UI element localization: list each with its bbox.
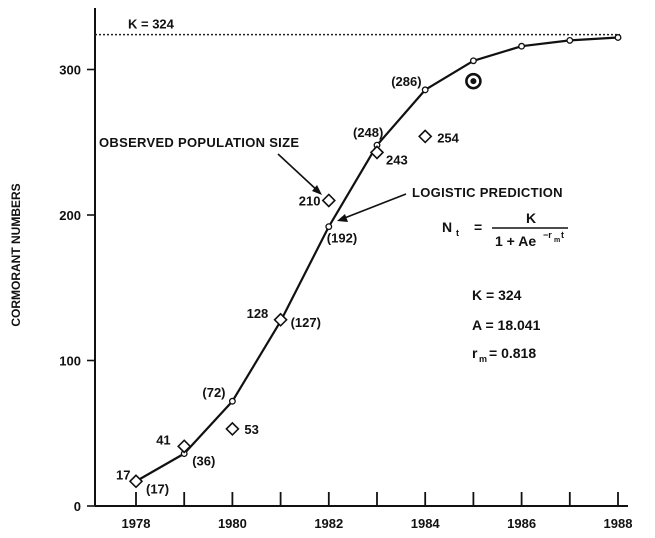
observed-point-label: 128 (247, 306, 269, 321)
observed-point (369, 145, 385, 160)
logistic-point (228, 397, 236, 405)
logistic-point (518, 42, 526, 50)
x-tick-label: 1988 (604, 516, 633, 531)
logistic-curve (135, 36, 619, 483)
equation-lhs-subscript: t (456, 228, 459, 238)
y-tick-label: 100 (59, 354, 81, 369)
parameter-r-value: = 0.818 (489, 345, 536, 361)
extra-observed-marker (465, 72, 482, 90)
logistic-annotation-arrow-line (341, 193, 407, 220)
point-labels: (17) (36) (72) (127) (192) (248) (286) 17 41 53 12… (116, 74, 460, 496)
equation-denominator: 1 + Ae (495, 233, 536, 249)
x-axis-ticks: 1978 1980 1982 1984 1986 1988 (122, 492, 633, 531)
observed-point-label: 53 (244, 422, 258, 437)
observed-point-label: 254 (437, 130, 459, 145)
logistic-point-label: (192) (327, 231, 357, 246)
logistic-annotation-label: LOGISTIC PREDICTION (412, 185, 563, 200)
y-axis-label: CORMORANT NUMBERS (9, 183, 23, 326)
parameter-r-subscript: m (479, 354, 487, 364)
observed-point-label: 41 (156, 432, 170, 447)
x-tick-label: 1982 (314, 516, 343, 531)
equation-lhs: N (442, 219, 452, 235)
observed-point-label: 243 (386, 152, 408, 167)
observed-point-label: 210 (299, 193, 321, 208)
logistic-series (132, 34, 622, 485)
parameter-r-label: r (472, 345, 478, 361)
parameter-a: A = 18.041 (472, 317, 541, 333)
observed-point (321, 193, 336, 208)
observed-point (273, 312, 288, 327)
y-tick-label: 0 (74, 499, 81, 514)
logistic-annotation-arrowhead (337, 214, 348, 222)
logistic-point (614, 34, 622, 41)
x-tick-label: 1984 (411, 516, 441, 531)
x-tick-label: 1986 (507, 516, 536, 531)
logistic-point-label: (127) (291, 315, 321, 330)
equation-exponent-subscript: m (554, 237, 560, 244)
y-tick-label: 300 (59, 63, 81, 78)
logistic-point (421, 86, 429, 94)
logistic-point-label: (36) (192, 454, 215, 469)
observed-annotation-arrowhead (312, 185, 322, 195)
logistic-point-label: (17) (146, 481, 169, 496)
observed-point (177, 439, 192, 454)
logistic-point (325, 223, 333, 231)
equation-numerator: K (526, 210, 536, 226)
logistic-point (566, 36, 574, 44)
logistic-point (469, 57, 477, 65)
observed-annotation-label: OBSERVED POPULATION SIZE (99, 135, 299, 150)
equation-exponent-t: t (561, 230, 564, 240)
observed-point (128, 474, 144, 489)
logistic-equation: N t = K 1 + Ae −r m t (442, 210, 568, 249)
logistic-point-label: (286) (391, 74, 421, 89)
parameter-k: K = 324 (472, 287, 522, 303)
observed-point-label: 17 (116, 467, 130, 482)
observed-series (128, 129, 433, 489)
logistic-point-label: (248) (353, 125, 383, 140)
observed-point (418, 129, 433, 144)
equation-exponent: −r (543, 230, 552, 240)
carrying-capacity-label: K = 324 (128, 17, 175, 32)
observed-point (225, 421, 240, 437)
x-tick-label: 1978 (122, 516, 151, 531)
y-axis-ticks: 0 100 200 300 (59, 63, 95, 514)
y-tick-label: 200 (59, 208, 81, 223)
logistic-point-label: (72) (202, 385, 225, 400)
x-tick-label: 1980 (218, 516, 247, 531)
observed-annotation-arrow-line (277, 153, 320, 193)
equation-equals: = (474, 219, 482, 235)
extra-marker-center (470, 78, 477, 85)
